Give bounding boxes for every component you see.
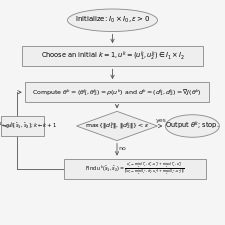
Text: Find $u^k(\hat{s}_1,\hat{s}_2)=\frac{u_1^k-\min_s(I_1^k,d_1^k,u_1^k)+\max_s(I_2^: Find $u^k(\hat{s}_1,\hat{s}_2)=\frac{u_1… <box>85 160 185 177</box>
FancyBboxPatch shape <box>22 46 202 66</box>
Polygon shape <box>76 111 158 141</box>
Text: Choose an initial $k=1, u^k=(u_1^k,u_2^k)\in I_1\times I_2$: Choose an initial $k=1, u^k=(u_1^k,u_2^k… <box>40 50 184 63</box>
Text: $\max\{\|d_1^k\|,\|d_2^k\|\}<\varepsilon$: $\max\{\|d_1^k\|,\|d_2^k\|\}<\varepsilon… <box>85 121 149 131</box>
Text: Initialize: $I_0 \times I_0, \varepsilon > 0$: Initialize: $I_0 \times I_0, \varepsilon… <box>75 15 150 25</box>
Ellipse shape <box>68 9 158 32</box>
FancyBboxPatch shape <box>25 82 209 102</box>
Text: Compute $\theta^k=(\theta_1^k,\theta_2^k)=\rho(u^k)$ and $d^k=(d_1^k,d_2^k)=\nab: Compute $\theta^k=(\theta_1^k,\theta_2^k… <box>32 87 202 98</box>
FancyBboxPatch shape <box>64 159 206 179</box>
Text: no: no <box>119 146 127 151</box>
Text: yes: yes <box>155 118 166 123</box>
Text: $u^{k+1}\leftarrow u^k[\hat{s}_1,\hat{s}_2];k\leftarrow k+1$: $u^{k+1}\leftarrow u^k[\hat{s}_1,\hat{s}… <box>0 121 57 131</box>
Ellipse shape <box>165 115 219 137</box>
Text: Output $\theta^k$; stop.: Output $\theta^k$; stop. <box>165 120 220 132</box>
FancyBboxPatch shape <box>1 116 44 136</box>
